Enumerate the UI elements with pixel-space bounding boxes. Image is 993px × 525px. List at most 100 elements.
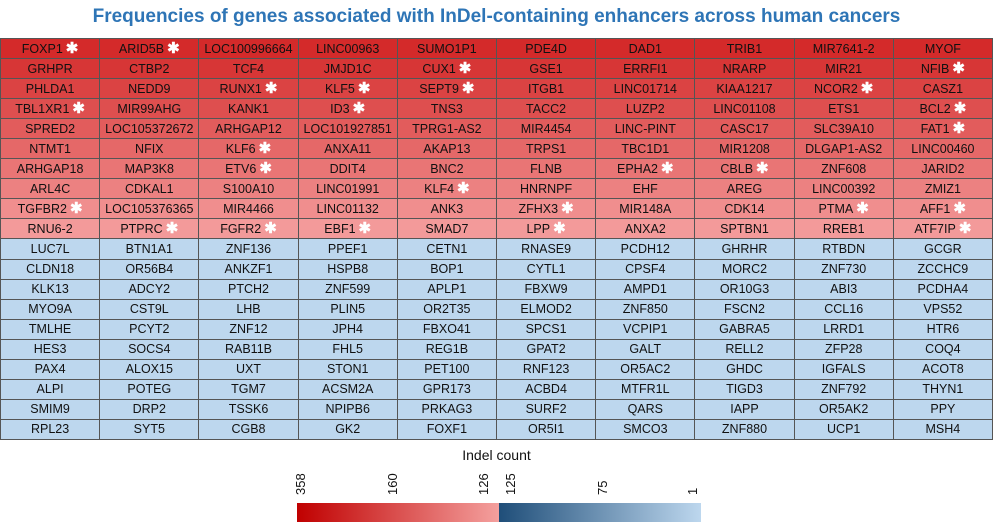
star-icon: ✱ (65, 40, 79, 58)
heatmap-cell: ANKZF1 (199, 259, 299, 280)
heatmap-cell: AFF1 ✱ (893, 199, 993, 220)
gene-label: ID3 (330, 101, 350, 116)
heatmap-cell: DDIT4 (298, 159, 398, 180)
gene-label: S100A10 (222, 181, 275, 196)
star-icon: ✱ (458, 60, 472, 78)
gene-label: ALOX15 (125, 362, 173, 377)
legend-tick: 1 (685, 487, 700, 495)
heatmap-cell: FOXF1 (397, 419, 497, 440)
heatmap-cell: HNRNPF (496, 179, 597, 200)
gene-label: ACOT8 (922, 362, 964, 377)
heatmap-cell: KLF4 ✱ (397, 179, 497, 200)
gene-label: MIR21 (825, 61, 863, 76)
gene-label: OR5I1 (528, 422, 565, 437)
gene-label: ETS1 (828, 101, 860, 116)
gene-label: EHF (632, 181, 658, 196)
heatmap-cell: SMAD7 (397, 219, 497, 240)
gene-label: MIR7641-2 (812, 41, 875, 56)
heatmap-cell: RNU6-2 (1, 219, 101, 240)
heatmap-cell: MSH4 (893, 419, 993, 440)
gene-label: CBLB (720, 161, 754, 176)
heatmap-cell: CYTL1 (496, 259, 597, 280)
gene-label: LOC100996664 (204, 41, 293, 56)
heatmap-cell: ZFHX3 ✱ (496, 199, 597, 220)
heatmap-cell: FOXP1 ✱ (1, 39, 101, 60)
gene-label: OR5AC2 (620, 362, 671, 377)
star-icon: ✱ (856, 200, 869, 218)
heatmap-cell: PCDH12 (596, 239, 696, 260)
gene-label: ZFP28 (824, 342, 863, 357)
heatmap-cell: LINC00460 (893, 139, 993, 160)
star-icon: ✱ (358, 220, 372, 238)
gene-label: ZFHX3 (518, 201, 559, 216)
heatmap-cell: MIR1208 (695, 139, 795, 160)
legend-bar-blue (499, 503, 701, 522)
heatmap-cell: FLNB (496, 159, 597, 180)
heatmap-cell: MIR4466 (199, 199, 299, 220)
gene-label: ARL4C (29, 181, 71, 196)
heatmap-cell: RPL23 (1, 419, 101, 440)
heatmap-cell: ZNF792 (794, 379, 894, 400)
heatmap-cell: LOC105372672 (100, 119, 200, 140)
star-icon: ✱ (352, 100, 366, 118)
star-icon: ✱ (72, 100, 85, 118)
heatmap-cell: BNC2 (397, 159, 497, 180)
gene-label: UXT (235, 362, 261, 377)
gene-label: PRKAG3 (421, 402, 473, 417)
heatmap-cell: CUX1 ✱ (397, 59, 497, 80)
gene-label: PCYT2 (129, 322, 170, 337)
gene-label: SEPT9 (419, 81, 459, 96)
gene-label: IGFALS (821, 362, 866, 377)
heatmap-cell: HTR6 (893, 319, 993, 340)
gene-label: LPP (526, 221, 551, 236)
star-icon: ✱ (953, 100, 967, 118)
heatmap-cell: GCGR (893, 239, 993, 260)
heatmap-cell: ELMOD2 (496, 299, 597, 320)
heatmap-cell: TNS3 (397, 99, 497, 120)
heatmap-cell: CBLB ✱ (695, 159, 795, 180)
star-icon: ✱ (264, 220, 277, 238)
heatmap-cell: TGFBR2 ✱ (1, 199, 101, 220)
heatmap-cell: GPAT2 (496, 339, 597, 360)
gene-label: SMIM9 (30, 402, 70, 417)
heatmap-cell: FSCN2 (695, 299, 795, 320)
gene-label: PLIN5 (330, 302, 366, 317)
gene-label: LINC01991 (316, 181, 380, 196)
heatmap-cell: STON1 (298, 359, 398, 380)
gene-label: DLGAP1-AS2 (805, 141, 883, 156)
gene-label: KANK1 (227, 101, 269, 116)
heatmap-cell: GSE1 (496, 59, 597, 80)
gene-label: FOXF1 (426, 422, 468, 437)
gene-label: NRARP (722, 61, 767, 76)
gene-label: AKAP13 (423, 141, 471, 156)
heatmap-cell: JPH4 (298, 319, 398, 340)
gene-label: TGM7 (231, 382, 266, 397)
gene-label: JMJD1C (323, 61, 372, 76)
heatmap-cell: UCP1 (794, 419, 894, 440)
heatmap-cell: LHB (199, 299, 299, 320)
gene-label: ZNF792 (821, 382, 867, 397)
gene-label: VPS52 (923, 302, 963, 317)
gene-label: SPCS1 (525, 322, 567, 337)
heatmap-cell: PTMA ✱ (794, 199, 894, 220)
heatmap-cell: TPRG1-AS2 (397, 119, 497, 140)
star-icon: ✱ (457, 180, 470, 198)
gene-label: GCGR (924, 242, 962, 257)
heatmap-cell: TCF4 (199, 59, 299, 80)
heatmap-cell: ACSM2A (298, 379, 398, 400)
heatmap-cell: ADCY2 (100, 279, 200, 300)
gene-label: GALT (629, 342, 662, 357)
gene-label: ALPI (36, 382, 64, 397)
heatmap-cell: BOP1 (397, 259, 497, 280)
heatmap-cell: KLF5 ✱ (298, 79, 398, 100)
gene-label: BNC2 (430, 161, 464, 176)
gene-label: KLF5 (324, 81, 355, 96)
heatmap-cell: PPEF1 (298, 239, 398, 260)
heatmap-cell: ZNF880 (695, 419, 795, 440)
gene-label: SUMO1P1 (417, 41, 477, 56)
heatmap-cell: IAPP (695, 399, 795, 420)
heatmap-cell: NEDD9 (100, 79, 200, 100)
heatmap-cell: REG1B (397, 339, 497, 360)
star-icon: ✱ (167, 40, 180, 58)
gene-label: MIR4466 (223, 201, 274, 216)
